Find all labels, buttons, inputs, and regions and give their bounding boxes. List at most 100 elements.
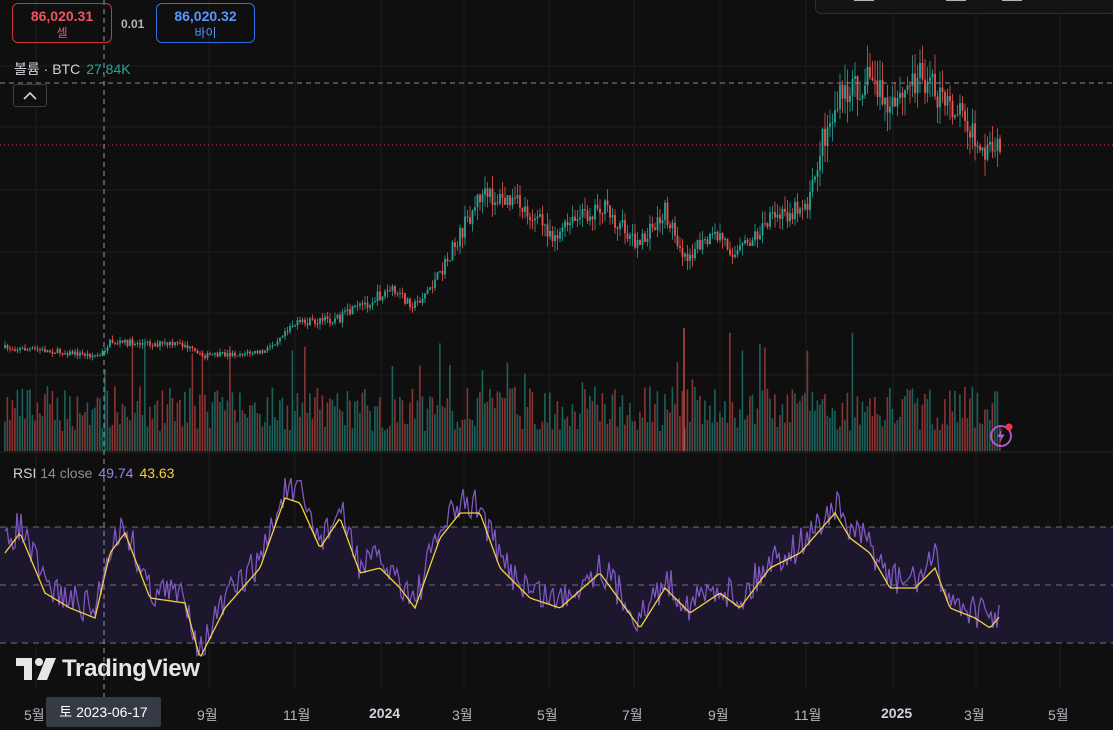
candle-body	[141, 343, 144, 345]
candle-body	[534, 218, 536, 221]
sell-button[interactable]: 86,020.31 셀	[12, 3, 112, 43]
volume-bar	[69, 396, 71, 451]
candle-body	[579, 217, 581, 220]
toolbar-icon-a[interactable]	[854, 0, 874, 1]
candle-body	[934, 73, 936, 97]
volume-bar	[966, 418, 969, 451]
volume-bar	[206, 411, 209, 451]
volume-bar	[71, 426, 74, 451]
volume-bar	[899, 416, 901, 451]
volume-bar	[886, 397, 889, 451]
candle-body	[961, 103, 964, 111]
candle-body	[676, 235, 679, 247]
volume-bar	[849, 430, 851, 451]
volume-bar	[989, 419, 991, 451]
volume-bar	[171, 397, 174, 451]
volume-bar	[124, 405, 126, 451]
volume-bar	[9, 420, 11, 451]
candle-body	[119, 340, 121, 344]
volume-bar	[339, 409, 341, 451]
volume-bar	[814, 410, 816, 451]
volume-bar	[16, 389, 19, 451]
candle-body	[916, 77, 919, 94]
volume-bar	[594, 386, 596, 451]
collapse-legend-button[interactable]	[13, 84, 47, 107]
toolbar-icon-c[interactable]	[1002, 0, 1022, 1]
volume-bar	[941, 423, 944, 451]
candle-body	[386, 290, 389, 292]
volume-bar	[501, 397, 504, 451]
candle-body	[364, 302, 366, 305]
time-axis-label: 9월	[708, 707, 729, 723]
candle-body	[176, 342, 179, 344]
top-toolbar[interactable]	[815, 0, 1113, 14]
lightning-alert-icon[interactable]	[989, 422, 1015, 448]
volume-bar	[804, 392, 806, 451]
volume-bar	[689, 421, 691, 451]
volume-legend[interactable]: 볼륨 · BTC 27.84K	[14, 59, 131, 79]
volume-bar	[126, 416, 129, 451]
volume-bar	[276, 420, 279, 451]
volume-bar	[746, 415, 749, 451]
volume-bar	[516, 414, 519, 451]
candle-body	[574, 216, 576, 222]
volume-bar	[226, 400, 229, 451]
volume-bar	[116, 412, 119, 451]
volume-bar	[789, 422, 791, 451]
volume-bar	[901, 399, 904, 451]
candle-body	[211, 354, 214, 356]
volume-bar	[231, 392, 234, 451]
volume-bar	[6, 397, 9, 451]
candle-body	[741, 243, 744, 246]
candle-body	[904, 90, 906, 98]
volume-bar	[236, 422, 239, 451]
candle-body	[879, 80, 881, 98]
candle-body	[624, 220, 626, 234]
volume-bar	[379, 397, 381, 451]
volume-bar	[624, 424, 626, 451]
volume-bar	[836, 429, 839, 451]
candle-body	[209, 353, 211, 355]
volume-bar	[864, 411, 866, 451]
volume-bar	[489, 388, 491, 451]
volume-bar	[411, 388, 414, 451]
volume-bar	[311, 418, 314, 451]
candle-body	[994, 150, 996, 152]
volume-bar	[669, 412, 671, 451]
candle-body	[874, 80, 876, 82]
volume-bar	[951, 411, 954, 451]
candle-body	[506, 195, 509, 205]
candle-body	[889, 106, 891, 113]
buy-button[interactable]: 86,020.32 바이	[156, 3, 255, 43]
candle-body	[659, 217, 661, 224]
candle-body	[156, 343, 159, 347]
candle-body	[689, 254, 691, 261]
volume-bar	[389, 425, 391, 451]
candle-body	[991, 141, 994, 152]
time-axis-label: 2024	[369, 705, 401, 721]
toolbar-icon-b[interactable]	[946, 0, 966, 1]
volume-bar	[851, 332, 854, 451]
candle-body	[881, 80, 884, 105]
candle-body	[61, 353, 64, 355]
candle-body	[681, 247, 684, 257]
candle-body	[34, 347, 36, 349]
candle-body	[751, 240, 754, 247]
rsi-legend[interactable]: RSI 14 close 49.74 43.63	[13, 465, 174, 481]
volume-bar	[184, 392, 186, 451]
volume-bar	[254, 402, 256, 451]
candle-body	[674, 222, 676, 236]
volume-bar	[671, 386, 674, 451]
candle-body	[304, 319, 306, 324]
volume-bar	[239, 392, 241, 451]
time-axis-label: 5월	[24, 707, 45, 723]
candle-body	[899, 92, 901, 99]
volume-legend-value: 27.84K	[86, 61, 131, 77]
candle-body	[754, 231, 756, 241]
volume-bar	[391, 366, 394, 451]
candle-body	[249, 351, 251, 354]
candle-body	[121, 340, 124, 343]
candle-body	[894, 97, 896, 107]
volume-bar	[559, 429, 561, 451]
